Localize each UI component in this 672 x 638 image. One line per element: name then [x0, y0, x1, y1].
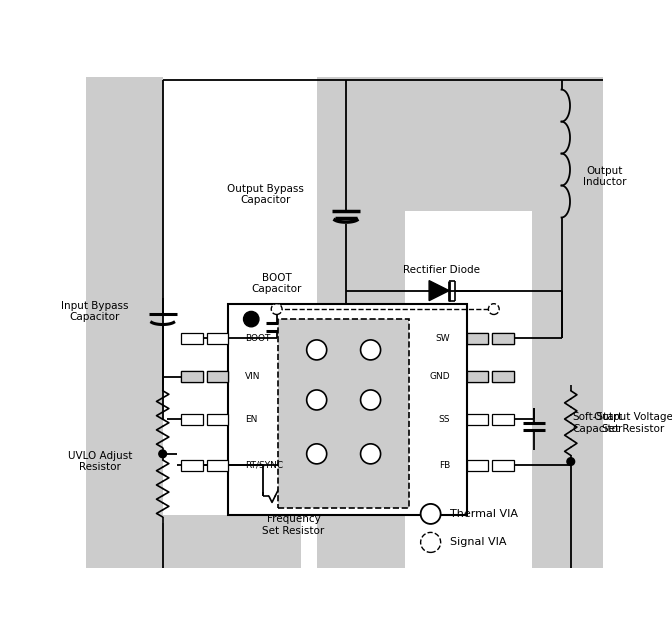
Text: GND: GND: [429, 373, 450, 382]
Bar: [206, 371, 228, 382]
Bar: [181, 460, 203, 471]
Bar: [181, 371, 203, 382]
Text: Frequency
Set Resistor: Frequency Set Resistor: [263, 514, 325, 535]
Bar: [206, 333, 228, 344]
Circle shape: [361, 340, 380, 360]
Circle shape: [361, 444, 380, 464]
Bar: [181, 333, 203, 344]
Bar: [206, 460, 228, 471]
Text: EN: EN: [245, 415, 257, 424]
Circle shape: [489, 304, 499, 315]
Text: Thermal VIA: Thermal VIA: [450, 509, 518, 519]
Circle shape: [306, 444, 327, 464]
Circle shape: [159, 450, 167, 457]
Bar: [492, 460, 514, 471]
Bar: [532, 77, 603, 568]
Circle shape: [306, 390, 327, 410]
Bar: [467, 333, 489, 344]
Text: Input Bypass
Capacitor: Input Bypass Capacitor: [60, 300, 128, 322]
Text: BOOT
Capacitor: BOOT Capacitor: [251, 273, 302, 295]
Bar: [317, 77, 405, 568]
Text: RT/SYNC: RT/SYNC: [245, 461, 283, 470]
Bar: [532, 211, 603, 516]
Text: Signal VIA: Signal VIA: [450, 537, 507, 547]
Text: Output Voltage
Set Resistor: Output Voltage Set Resistor: [594, 412, 672, 434]
Bar: [86, 77, 163, 568]
Bar: [467, 371, 489, 382]
Bar: [492, 414, 514, 425]
Text: BOOT: BOOT: [245, 334, 270, 343]
Bar: [317, 211, 405, 516]
Text: Output Bypass
Capacitor: Output Bypass Capacitor: [228, 184, 304, 205]
Bar: [467, 414, 489, 425]
Bar: [86, 408, 603, 454]
Circle shape: [361, 390, 380, 410]
Text: VIN: VIN: [245, 373, 261, 382]
Bar: [492, 371, 514, 382]
Bar: [492, 333, 514, 344]
Text: FB: FB: [439, 461, 450, 470]
Text: SS: SS: [438, 415, 450, 424]
Text: SW: SW: [435, 334, 450, 343]
Text: Output
Inductor: Output Inductor: [583, 166, 626, 188]
Bar: [467, 333, 489, 344]
Bar: [492, 333, 514, 344]
Circle shape: [421, 504, 441, 524]
Polygon shape: [429, 281, 449, 300]
Circle shape: [271, 304, 282, 315]
Text: Rectifier Diode: Rectifier Diode: [403, 265, 480, 275]
Bar: [467, 371, 489, 382]
Bar: [181, 371, 203, 382]
Circle shape: [306, 340, 327, 360]
Text: Soft-Start
Capacitor: Soft-Start Capacitor: [573, 412, 623, 434]
Bar: [206, 371, 228, 382]
Bar: [181, 414, 203, 425]
Bar: [278, 319, 409, 508]
Circle shape: [421, 532, 441, 553]
Bar: [467, 460, 489, 471]
Bar: [86, 246, 603, 299]
Text: UVLO Adjust
Resistor: UVLO Adjust Resistor: [67, 451, 132, 472]
Bar: [492, 371, 514, 382]
Circle shape: [567, 457, 575, 465]
Bar: [228, 304, 467, 516]
Bar: [206, 414, 228, 425]
Bar: [86, 516, 301, 568]
Circle shape: [243, 311, 259, 327]
Bar: [163, 211, 540, 516]
Bar: [228, 304, 467, 516]
Bar: [317, 304, 405, 516]
Bar: [347, 77, 603, 211]
